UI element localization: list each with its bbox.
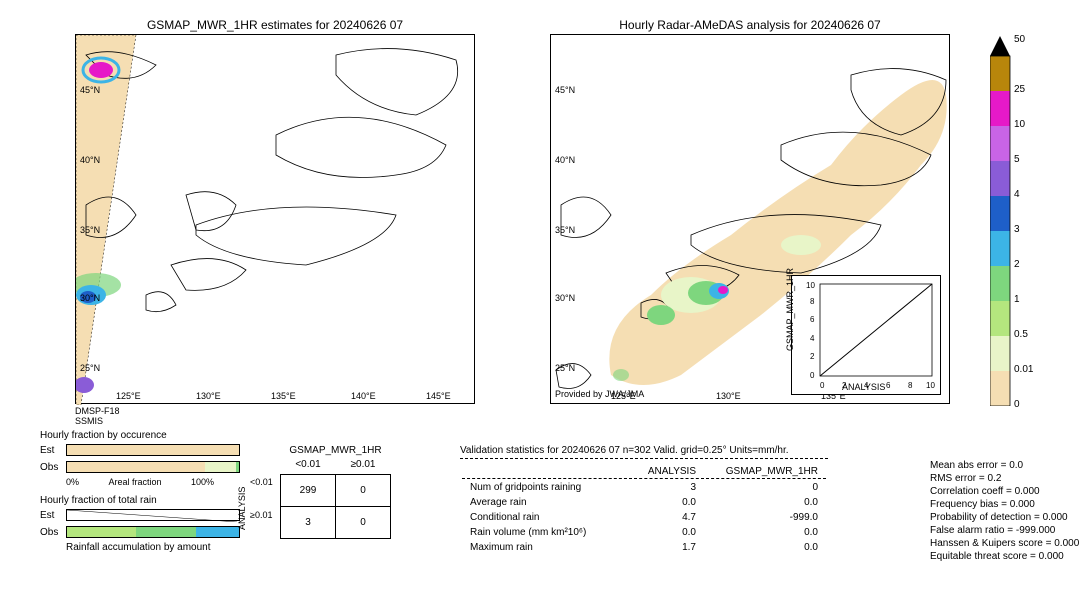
stat-ets: Equitable threat score = 0.000 <box>930 551 1079 562</box>
map1-lat-25: 25°N <box>80 363 100 373</box>
svg-text:4: 4 <box>810 334 815 343</box>
ct-row1: ≥0.01 <box>250 510 272 520</box>
ct-00: 299 <box>281 474 336 506</box>
fraction-panel: Hourly fraction by occurence Est Obs 0% … <box>40 430 240 555</box>
cb-5: 5 <box>1014 154 1040 165</box>
stat-mae: Mean abs error = 0.0 <box>930 460 1079 471</box>
frac-rain-title: Hourly fraction of total rain <box>40 495 240 506</box>
map2-lat-45: 45°N <box>555 85 575 95</box>
ct-row-title: ANALYSIS <box>237 487 247 530</box>
stat-pod: Probability of detection = 0.000 <box>930 512 1079 523</box>
map2-lat-25: 25°N <box>555 363 575 373</box>
svg-text:6: 6 <box>810 315 815 324</box>
map1-lon-130: 130°E <box>196 391 221 401</box>
map2-lat-30: 30°N <box>555 293 575 303</box>
svg-text:2: 2 <box>810 352 815 361</box>
provided-by-label: Provided by JWA/JMA <box>555 389 644 399</box>
map1-lon-140: 140°E <box>351 391 376 401</box>
svg-text:0: 0 <box>810 371 815 380</box>
ct-10: 3 <box>281 506 336 538</box>
frac-accum-label: Rainfall accumulation by amount <box>66 542 240 553</box>
scatter-inset: 0 2 4 6 8 10 0 2 4 6 8 10 GSMAP_MWR_1HR … <box>791 275 941 395</box>
stat-rms: RMS error = 0.2 <box>930 473 1079 484</box>
cb-2: 2 <box>1014 259 1040 270</box>
stats-right-col: Mean abs error = 0.0 RMS error = 0.2 Cor… <box>930 460 1079 564</box>
svg-text:10: 10 <box>926 381 935 390</box>
map-right-box: 45°N 40°N 35°N 30°N 25°N 125°E 130°E 135… <box>550 34 950 404</box>
map1-lat-35: 35°N <box>80 225 100 235</box>
svg-text:10: 10 <box>806 281 815 290</box>
map1-lat-45: 45°N <box>80 85 100 95</box>
stat-corr: Correlation coeff = 0.000 <box>930 486 1079 497</box>
stats-colB: GSMAP_MWR_1HR <box>706 465 826 479</box>
map-left-box: 45°N 40°N 35°N 30°N 25°N 125°E 130°E 135… <box>75 34 475 404</box>
frac-occ-obs: Obs <box>40 460 240 474</box>
stats-header: Validation statistics for 20240626 07 n=… <box>460 445 828 456</box>
map-right-panel: Hourly Radar-AMeDAS analysis for 2024062… <box>550 18 950 404</box>
map1-lon-135: 135°E <box>271 391 296 401</box>
ct-col-title: GSMAP_MWR_1HR <box>280 445 391 456</box>
validation-stats: Validation statistics for 20240626 07 n=… <box>460 445 828 556</box>
ct-row0: <0.01 <box>250 477 273 487</box>
cb-001: 0.01 <box>1014 364 1040 375</box>
cb-25: 25 <box>1014 84 1040 95</box>
map1-lat-40: 40°N <box>80 155 100 165</box>
inset-ylabel: GSMAP_MWR_1HR <box>785 268 795 351</box>
map-right-title: Hourly Radar-AMeDAS analysis for 2024062… <box>550 18 950 32</box>
ct-01: 0 <box>336 474 391 506</box>
map2-lat-35: 35°N <box>555 225 575 235</box>
frac-occ-est: Est <box>40 443 240 457</box>
contingency-table: GSMAP_MWR_1HR ANALYSIS <0.01 ≥0.01 299 0… <box>250 445 391 539</box>
cb-4: 4 <box>1014 189 1040 200</box>
svg-text:0: 0 <box>820 381 825 390</box>
map1-lon-145: 145°E <box>426 391 451 401</box>
ct-col1: ≥0.01 <box>336 456 391 474</box>
map2-lon-130: 130°E <box>716 391 741 401</box>
map1-sublabel1: DMSP-F18 <box>75 406 120 416</box>
stat-far: False alarm ratio = -999.000 <box>930 525 1079 536</box>
map1-sublabel2: SSMIS <box>75 416 103 426</box>
ct-11: 0 <box>336 506 391 538</box>
frac-rain-est: Est <box>40 508 240 522</box>
inset-xlabel: ANALYSIS <box>842 382 885 392</box>
svg-text:6: 6 <box>886 381 891 390</box>
frac-occ-title: Hourly fraction by occurence <box>40 430 240 441</box>
stats-colA: ANALYSIS <box>634 465 704 479</box>
svg-text:8: 8 <box>810 297 815 306</box>
map2-lat-40: 40°N <box>555 155 575 165</box>
map-left-title: GSMAP_MWR_1HR estimates for 20240626 07 <box>75 18 475 32</box>
cb-1: 1 <box>1014 294 1040 305</box>
frac-rain-obs: Obs <box>40 525 240 539</box>
cb-05: 0.5 <box>1014 329 1040 340</box>
map-left-panel: GSMAP_MWR_1HR estimates for 20240626 07 <box>75 18 475 404</box>
colorbar: 50 25 10 5 4 3 2 1 0.5 0.01 0 <box>990 36 1010 406</box>
cb-0: 0 <box>1014 399 1040 410</box>
map1-lon-125: 125°E <box>116 391 141 401</box>
stat-fbias: Frequency bias = 0.000 <box>930 499 1079 510</box>
ct-col0: <0.01 <box>281 456 336 474</box>
frac-scale: 0% Areal fraction 100% <box>40 477 240 487</box>
stat-hk: Hanssen & Kuipers score = 0.000 <box>930 538 1079 549</box>
cb-10: 10 <box>1014 119 1040 130</box>
cb-50: 50 <box>1014 34 1040 45</box>
svg-text:8: 8 <box>908 381 913 390</box>
map1-lat-30: 30°N <box>80 293 100 303</box>
cb-3: 3 <box>1014 224 1040 235</box>
